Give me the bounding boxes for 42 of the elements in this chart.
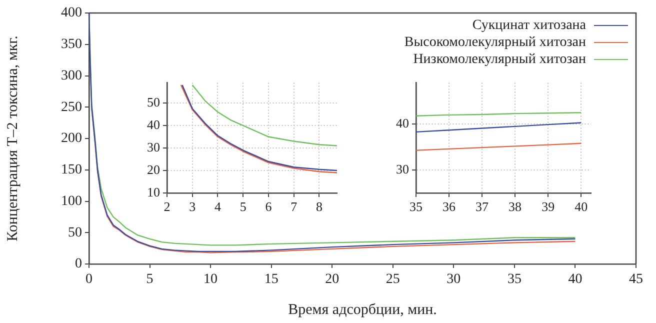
x-tick-label: 7 — [290, 199, 298, 214]
y-tick-label: 400 — [61, 6, 82, 21]
y-tick-label: 50 — [147, 94, 160, 110]
x-tick-label: 4 — [214, 199, 222, 214]
y-tick-label: 250 — [61, 100, 82, 115]
x-tick-label: 20 — [325, 272, 340, 288]
y-tick-label: 30 — [147, 139, 160, 154]
y-tick-label: 40 — [147, 116, 160, 132]
x-tick-label: 5 — [240, 199, 246, 214]
x-tick-label: 36 — [442, 199, 456, 214]
y-tick-label: 50 — [68, 225, 82, 240]
x-tick-label: 40 — [568, 272, 582, 288]
x-tick-label: 10 — [204, 272, 218, 288]
legend-label: Сукцинат хитозана — [472, 17, 586, 34]
y-tick-label: 300 — [61, 68, 82, 84]
x-tick-label: 39 — [542, 199, 555, 214]
x-tick-label: 30 — [446, 272, 461, 288]
y-tick-label: 350 — [61, 37, 82, 52]
y-tick-label: 10 — [147, 184, 160, 200]
x-tick-label: 40 — [574, 199, 588, 214]
x-tick-label: 35 — [507, 272, 522, 288]
x-tick-label: 35 — [410, 199, 422, 214]
y-tick-label: 150 — [61, 162, 82, 178]
x-tick-label: 6 — [265, 199, 272, 214]
x-tick-label: 2 — [164, 199, 170, 214]
legend-label: Высокомолекулярный хитозан — [404, 34, 586, 51]
y-tick-label: 0 — [75, 256, 82, 272]
x-tick-label: 25 — [386, 272, 400, 288]
x-tick-label: 0 — [86, 272, 92, 288]
x-tick-label: 15 — [264, 272, 278, 288]
y-tick-label: 100 — [61, 194, 82, 209]
y-tick-label: 20 — [147, 162, 160, 177]
x-tick-label: 3 — [189, 199, 196, 214]
x-tick-label: 38 — [508, 199, 522, 214]
x-tick-label: 5 — [146, 272, 154, 288]
x-tick-label: 45 — [629, 272, 643, 288]
x-tick-label: 8 — [316, 199, 322, 214]
x-axis-title: Время адсорбции, мин. — [288, 302, 437, 318]
y-tick-label: 200 — [61, 131, 82, 146]
y-axis-title: Концентрация Т–2 токсина, мкг. — [4, 36, 21, 242]
x-tick-label: 37 — [476, 199, 490, 214]
legend-label: Низкомолекулярный хитозан — [413, 51, 586, 68]
